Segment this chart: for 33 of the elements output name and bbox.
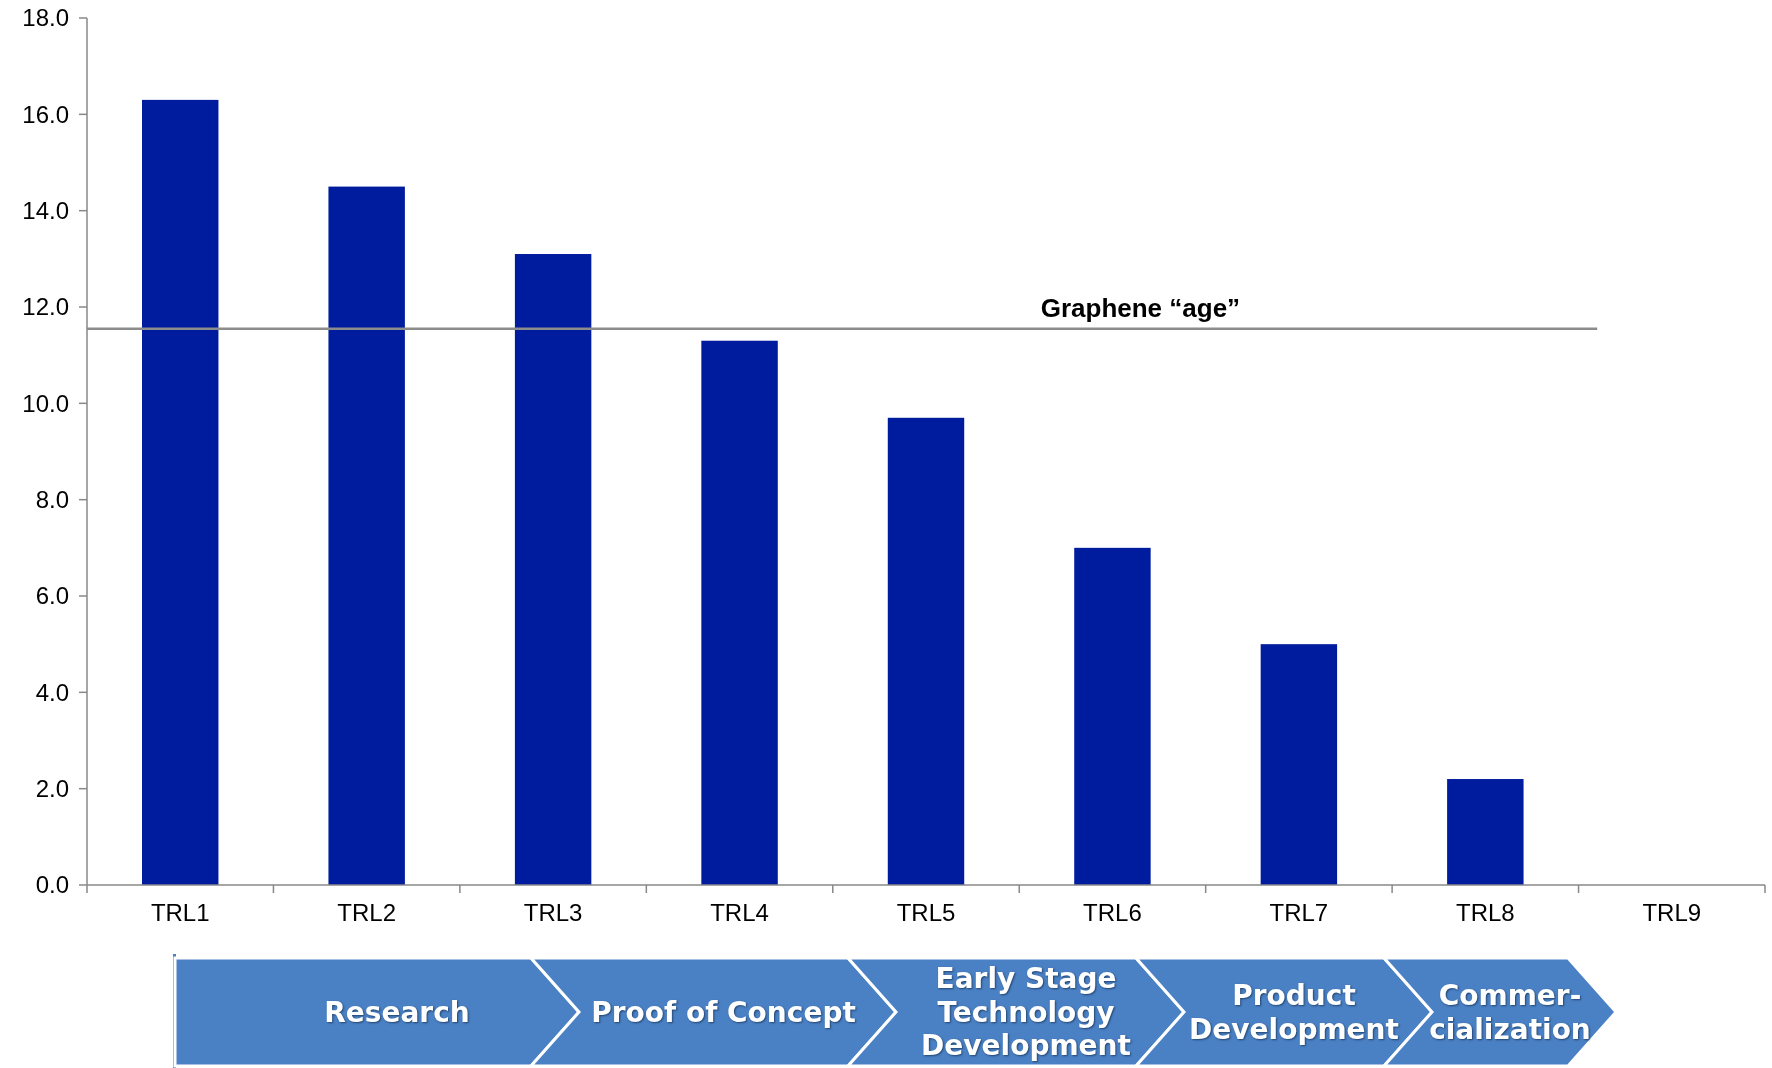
bar xyxy=(328,186,405,885)
x-tick-label: TRL6 xyxy=(1083,899,1142,926)
x-tick-label: TRL7 xyxy=(1269,899,1329,926)
bar xyxy=(887,417,965,885)
bar xyxy=(1074,547,1151,885)
y-tick-label: 12.0 xyxy=(22,293,69,321)
y-tick-label: 16.0 xyxy=(22,100,69,128)
y-tick-label: 4.0 xyxy=(35,678,69,706)
text: Proof of Concept xyxy=(591,995,856,1029)
y-tick-label: 14.0 xyxy=(22,197,69,225)
x-tick-label: TRL3 xyxy=(523,899,583,926)
text: Commer-cialization xyxy=(1429,979,1591,1046)
x-tick-label: TRL1 xyxy=(150,899,210,926)
x-tick-label: TRL2 xyxy=(337,899,397,926)
x-tick-label: TRL8 xyxy=(1455,899,1515,926)
y-tick-label: 6.0 xyxy=(35,582,69,610)
bar xyxy=(1447,779,1524,885)
x-tick-label: TRL9 xyxy=(1642,899,1702,926)
bar xyxy=(514,254,592,885)
text: Early Stage Technology Development xyxy=(921,962,1131,1063)
x-tick-label: TRL5 xyxy=(896,899,956,926)
y-tick-label: 18.0 xyxy=(22,4,69,32)
ref-line-label: Graphene “age” xyxy=(1040,292,1241,323)
y-tick-label: 8.0 xyxy=(35,486,69,514)
bar xyxy=(142,99,219,885)
text: Product Development xyxy=(1189,979,1399,1046)
x-tick-label: TRL4 xyxy=(710,899,769,926)
y-tick-label: 0.0 xyxy=(35,871,69,899)
bar xyxy=(1260,644,1338,885)
y-tick-label: 10.0 xyxy=(22,389,69,417)
text: Research xyxy=(324,995,470,1029)
y-tick-label: 2.0 xyxy=(35,775,69,803)
bar xyxy=(701,340,778,885)
